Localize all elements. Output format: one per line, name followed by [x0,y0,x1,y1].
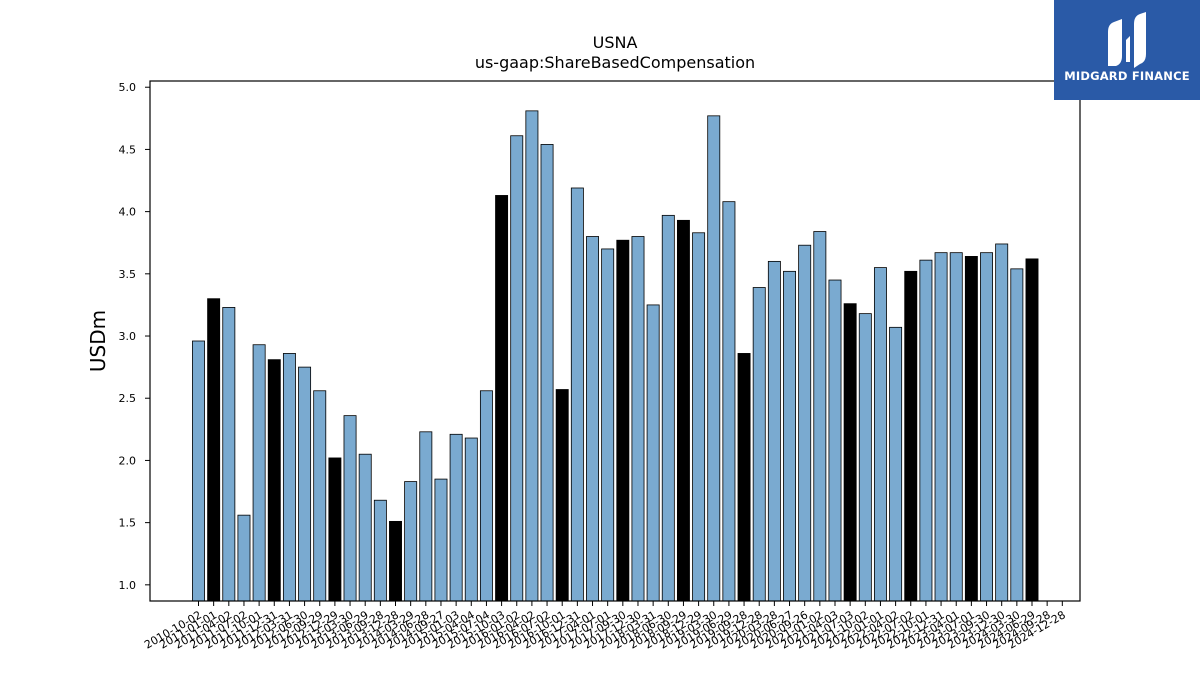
bar-2011-12-31 [267,359,281,602]
y-tick-label: 1.0 [119,579,137,592]
bar-2012-09-29 [313,390,327,602]
bar-2023-04-01 [949,252,963,602]
bar-2011-04-02 [222,307,236,602]
logo-text: MIDGARD FINANCE [1064,69,1190,83]
y-axis-label: USDm [86,310,110,372]
bar-2024-06-29 [1025,258,1039,602]
bar-2020-06-27 [783,270,796,602]
bar-2017-04-01 [586,236,599,602]
bar-2017-09-30 [616,239,630,602]
bar-2020-03-28 [767,260,781,602]
bar-2013-03-30 [343,415,357,602]
bar-2019-03-30 [707,115,721,602]
bar-2021-07-03 [843,303,857,602]
bar-2020-09-26 [798,244,812,602]
chart-subtitle: us-gaap:ShareBasedCompensation [475,53,755,72]
y-tick-label: 3.5 [119,268,137,281]
bar-2022-01-01 [873,267,887,602]
bar-2018-09-29 [676,219,690,602]
chart-title: USNA [593,33,638,52]
bar-2014-09-27 [434,478,448,602]
bar-2014-06-28 [419,431,433,602]
bar-2018-03-31 [646,304,660,602]
y-tick-label: 1.5 [119,517,137,530]
bar-2023-12-30 [995,243,1009,602]
bar-2019-12-28 [752,287,766,602]
y-tick-label: 4.5 [119,143,137,156]
bar-2016-12-31 [570,187,584,602]
bar-2015-01-03 [449,433,463,602]
y-tick-label: 2.5 [119,392,137,405]
y-tick-label: 3.0 [119,330,137,343]
bar-2018-06-30 [661,214,675,602]
bar-2016-04-02 [525,110,539,602]
bar-2016-01-02 [510,135,524,602]
bar-2011-07-02 [237,514,251,602]
bar-2017-07-01 [601,248,615,602]
bar-2014-03-29 [404,481,418,602]
bar-2010-10-02 [192,340,205,602]
bar-2012-03-31 [282,353,296,602]
bar-2023-09-30 [980,252,993,602]
bar-2021-01-02 [813,231,827,602]
y-tick-label: 2.0 [119,454,137,467]
bar-2012-06-30 [298,366,312,602]
y-tick-label: 4.0 [119,206,137,219]
bar-2013-12-28 [389,520,402,602]
bar-2015-07-04 [479,390,493,602]
bars-group [192,110,1039,602]
bar-2021-10-02 [858,313,872,602]
plot-frame [149,80,1081,602]
bar-2015-10-03 [495,195,509,602]
bar-2013-06-29 [358,453,372,602]
bar-2019-06-29 [722,201,736,602]
bar-2022-07-02 [904,270,918,602]
x-axis-ticks: 2010-10-022011-01-012011-04-022011-07-02… [142,601,1068,652]
bar-2022-04-02 [889,326,903,602]
midgard-logo-icon [1108,12,1146,68]
bar-2013-09-28 [373,499,387,602]
bar-2023-07-01 [964,256,978,602]
midgard-finance-logo: MIDGARD FINANCE [1054,0,1200,100]
bar-2017-12-30 [631,236,645,602]
y-tick-label: 5.0 [119,81,137,94]
bar-2018-12-29 [692,232,706,602]
bar-2022-12-31 [934,252,948,602]
bar-2015-04-04 [464,437,478,602]
bar-2016-10-01 [555,389,569,602]
bar-2022-10-01 [919,259,933,602]
bar-2019-09-28 [737,353,751,602]
bar-2011-01-01 [207,298,221,602]
bar-2011-10-01 [252,344,266,602]
bar-2016-07-02 [540,144,554,602]
bar-2024-03-30 [1010,268,1024,602]
bar-2012-12-29 [328,457,342,602]
bar-2021-04-03 [828,279,842,602]
y-axis-ticks: 1.0 1.5 2.0 2.5 3.0 3.5 4.0 4.5 5.0 [119,81,150,592]
